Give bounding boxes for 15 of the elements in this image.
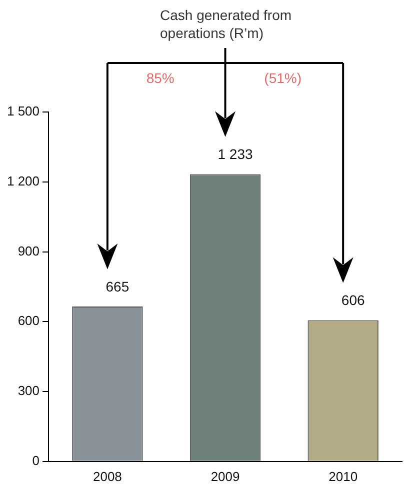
y-tick-label: 1 200 bbox=[6, 173, 40, 188]
data-label: 1 233 bbox=[218, 146, 253, 162]
y-tick-label: 900 bbox=[18, 243, 40, 258]
x-tick-label: 2008 bbox=[92, 468, 122, 484]
x-tick-label: 2010 bbox=[328, 468, 358, 484]
y-tick-label: 0 bbox=[32, 452, 40, 468]
text: (51%) bbox=[264, 70, 302, 86]
y-tick-label: 300 bbox=[18, 383, 40, 398]
y-tick-label: 1 500 bbox=[6, 104, 40, 119]
data-label: 606 bbox=[341, 292, 365, 308]
data-label: 665 bbox=[106, 278, 130, 294]
y-tick-label: 600 bbox=[18, 313, 40, 328]
x-tick-label: 2009 bbox=[210, 468, 240, 484]
chart-title: Cash generated from operations (R’m) bbox=[160, 6, 293, 42]
text: 85% bbox=[146, 70, 174, 86]
